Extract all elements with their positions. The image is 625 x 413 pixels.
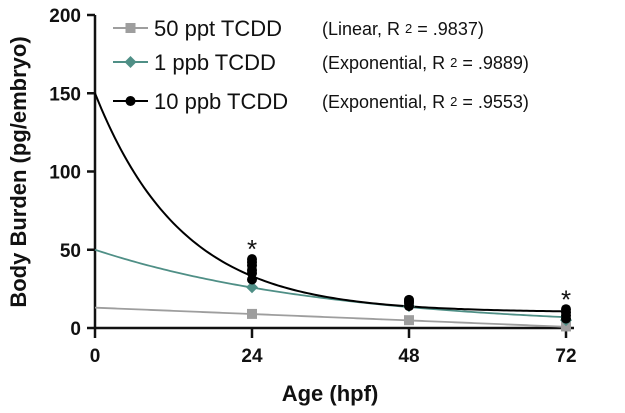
- legend-fit-type: (Linear, R: [322, 19, 405, 39]
- legend-entry-2: 1 ppb TCDD (Exponential, R 2 = .9889): [113, 50, 529, 75]
- data-point-circle: [404, 294, 414, 305]
- legend-series-name: 1 ppb TCDD: [154, 50, 276, 75]
- legend-fit-info: (Exponential, R 2 = .9553): [322, 92, 529, 112]
- data-point-square: [247, 308, 257, 319]
- data-point-diamond: [246, 281, 258, 294]
- legend-r2-value: = .9553): [457, 92, 529, 112]
- legend-r2-value: = .9889): [457, 53, 529, 73]
- y-tick-label: 200: [49, 6, 81, 27]
- legend-marker: [125, 23, 136, 33]
- legend-marker: [124, 56, 137, 68]
- y-axis-title: Body Burden (pg/embryo): [6, 36, 31, 307]
- axes: 0 50 100 150 200 0 24 48 72: [49, 6, 576, 367]
- x-axis-title: Age (hpf): [282, 381, 379, 406]
- legend-fit-info: (Linear, R 2 = .9837): [322, 19, 484, 39]
- significance-annotations: **: [247, 234, 571, 314]
- legend-entry-3: 10 ppb TCDD (Exponential, R 2 = .9553): [113, 89, 529, 114]
- fit-curve-3: [94, 92, 567, 313]
- y-tick-label: 100: [49, 163, 81, 184]
- legend: 50 ppt TCDD (Linear, R 2 = .9837) 1 ppb TC…: [113, 16, 529, 114]
- legend-r2-value: = .9837): [412, 19, 484, 39]
- legend-r2-superscript: 2: [450, 55, 457, 70]
- x-tick-label: 0: [90, 346, 101, 367]
- x-tick-label: 24: [241, 346, 263, 367]
- fit-curve-2: [94, 248, 567, 319]
- legend-r2-superscript: 2: [450, 94, 457, 109]
- data-points: [246, 254, 572, 332]
- legend-fit-type: (Exponential, R: [322, 53, 450, 73]
- legend-fit-info: (Exponential, R 2 = .9889): [322, 53, 529, 73]
- y-tick-label: 150: [49, 84, 81, 105]
- x-tick-label: 48: [398, 346, 419, 367]
- legend-r2-superscript: 2: [405, 21, 412, 36]
- legend-fit-type: (Exponential, R: [322, 92, 450, 112]
- y-tick-label: 50: [60, 241, 81, 262]
- significance-asterisk: *: [247, 234, 257, 264]
- x-tick-label: 72: [555, 346, 576, 367]
- fit-curves: [94, 92, 567, 328]
- y-tick-label: 0: [70, 319, 81, 340]
- data-point-square: [561, 321, 571, 332]
- data-point-circle: [561, 304, 571, 315]
- legend-marker: [125, 96, 136, 106]
- data-point-circle: [247, 254, 257, 265]
- fit-curve-1: [94, 306, 567, 328]
- significance-asterisk: *: [561, 284, 571, 314]
- legend-series-name: 50 ppt TCDD: [154, 16, 282, 41]
- legend-series-name: 10 ppb TCDD: [154, 89, 288, 114]
- legend-entry-1: 50 ppt TCDD (Linear, R 2 = .9837): [113, 16, 484, 41]
- data-point-square: [404, 315, 414, 326]
